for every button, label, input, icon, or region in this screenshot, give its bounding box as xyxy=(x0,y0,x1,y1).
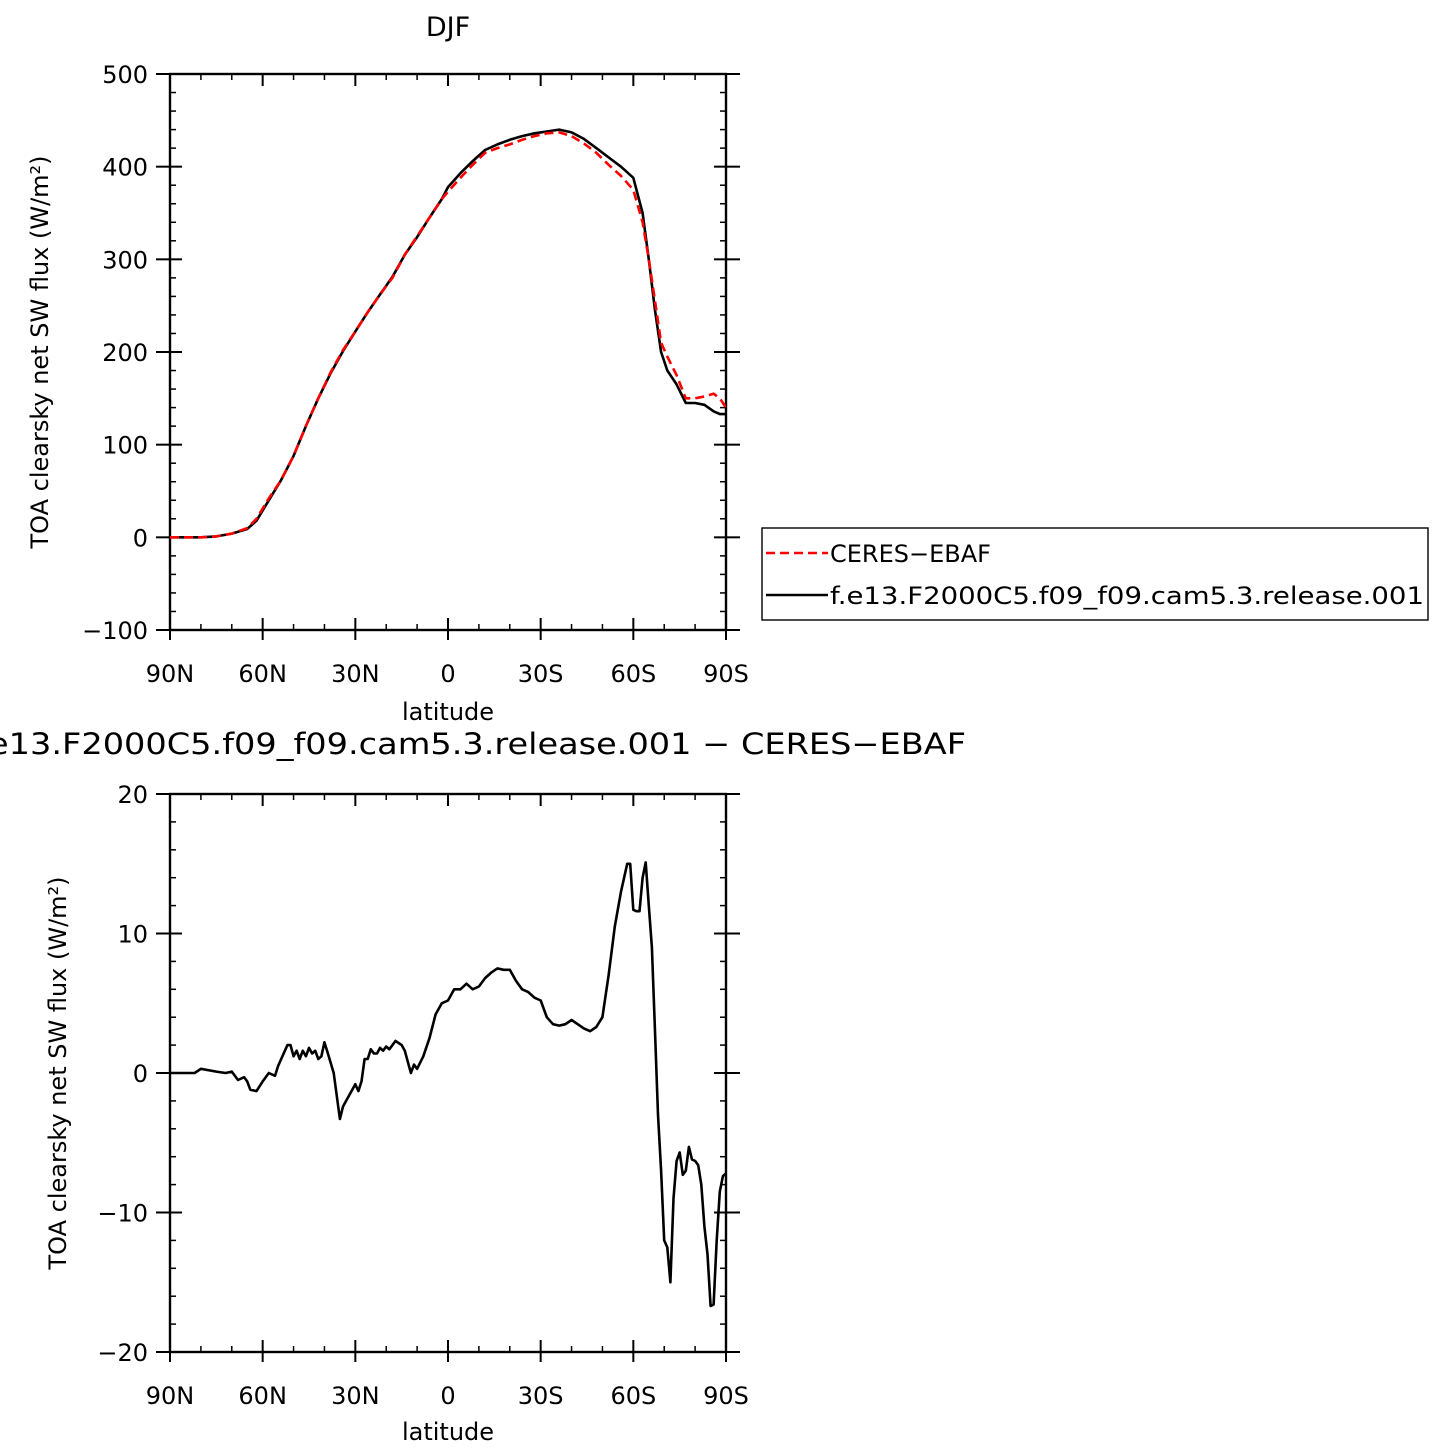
x-tick-label: 60S xyxy=(610,660,656,688)
x-tick-label: 60S xyxy=(610,1382,656,1410)
legend-label-ceres: CERES−EBAF xyxy=(830,540,991,568)
y-tick-label: −20 xyxy=(97,1339,148,1367)
x-tick-label: 30S xyxy=(518,1382,564,1410)
legend-box xyxy=(761,527,1429,621)
top-x-axis-label: latitude xyxy=(402,698,494,726)
x-tick-label: 30N xyxy=(331,660,380,688)
legend: CERES−EBAF f.e13.F2000C5.f09_f09.cam5.3.… xyxy=(761,527,1429,621)
model-line xyxy=(170,128,726,539)
y-tick-label: 10 xyxy=(117,921,148,949)
ceres-ebaf-line xyxy=(170,131,728,539)
x-tick-label: 90N xyxy=(146,1382,195,1410)
y-tick-label: −10 xyxy=(97,1200,148,1228)
top-chart-title: DJF xyxy=(426,12,470,43)
top-panel: DJF 90N 60N 30N 0 30S 60S 90S −100 0 100 200 300 40… xyxy=(26,12,749,726)
legend-label-model: f.e13.F2000C5.f09_f09.cam5.3.release.001 xyxy=(830,582,1424,610)
y-tick-label: 100 xyxy=(102,432,148,460)
top-y-tick-labels: −100 0 100 200 300 400 500 xyxy=(82,61,148,645)
bottom-series-group xyxy=(170,861,727,1308)
x-tick-label: 30N xyxy=(331,1382,380,1410)
x-tick-label: 60N xyxy=(238,1382,287,1410)
top-ticks xyxy=(156,73,740,640)
top-series-group xyxy=(170,128,728,539)
x-tick-label: 60N xyxy=(238,660,287,688)
top-plot-frame xyxy=(168,72,728,632)
y-tick-label: 400 xyxy=(102,154,148,182)
bottom-ticks xyxy=(156,793,740,1362)
x-tick-label: 90S xyxy=(703,660,749,688)
bottom-y-axis-label: TOA clearsky net SW flux (W/m²) xyxy=(44,876,72,1270)
y-tick-label: 200 xyxy=(102,339,148,367)
y-tick-label: 0 xyxy=(133,1060,148,1088)
y-tick-label: 0 xyxy=(133,524,148,552)
y-tick-label: 500 xyxy=(102,61,148,89)
y-tick-label: 300 xyxy=(102,246,148,274)
y-tick-label: 20 xyxy=(117,781,148,809)
top-y-axis-label: TOA clearsky net SW flux (W/m²) xyxy=(26,155,54,549)
bottom-panel: f.e13.F2000C5.f09_f09.cam5.3.release.001… xyxy=(0,727,966,1446)
x-tick-label: 90S xyxy=(703,1382,749,1410)
x-tick-label: 90N xyxy=(146,660,195,688)
difference-line xyxy=(170,861,727,1308)
bottom-x-axis-label: latitude xyxy=(402,1418,494,1446)
y-tick-label: −100 xyxy=(82,617,148,645)
bottom-chart-title: f.e13.F2000C5.f09_f09.cam5.3.release.001… xyxy=(0,727,966,761)
bottom-x-tick-labels: 90N 60N 30N 0 30S 60S 90S xyxy=(146,1382,749,1410)
bottom-y-tick-labels: −20 −10 0 10 20 xyxy=(97,781,148,1367)
top-x-tick-labels: 90N 60N 30N 0 30S 60S 90S xyxy=(146,660,749,688)
x-tick-label: 30S xyxy=(518,660,564,688)
x-tick-label: 0 xyxy=(440,660,455,688)
x-tick-label: 0 xyxy=(440,1382,455,1410)
